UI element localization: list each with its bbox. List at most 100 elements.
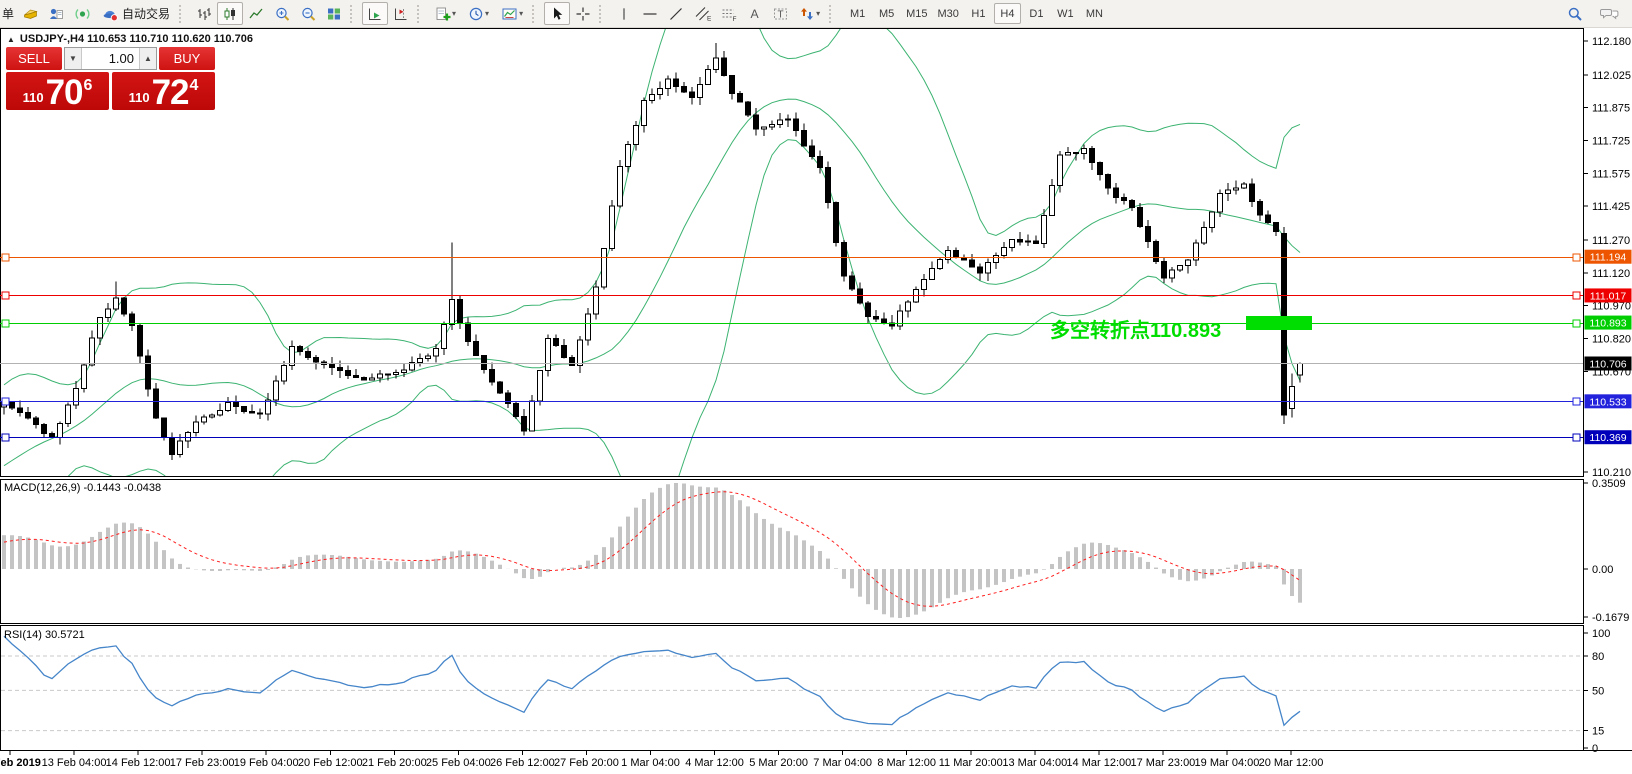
- ask-prefix: 110: [128, 90, 150, 105]
- macd-axis-tick: 0.3509: [1592, 478, 1626, 490]
- volume-control: ▼ ▲: [64, 47, 157, 70]
- zoom-out-button[interactable]: [295, 2, 321, 25]
- highlight-rect[interactable]: [1246, 316, 1312, 330]
- one-click-trading-panel: SELL ▼ ▲ BUY 110 70 6 110 72 4: [6, 47, 215, 110]
- price-label-110.893: [1584, 315, 1632, 330]
- toolbar-separator: [417, 4, 425, 23]
- periods-button[interactable]: ▾: [462, 2, 495, 25]
- channel-tool-button[interactable]: E: [689, 2, 715, 25]
- candlestick-icon: [224, 7, 236, 20]
- price-axis-tick: 111.270: [1592, 235, 1630, 247]
- price-axis-tick: 110.970: [1592, 301, 1631, 313]
- timeframe-button-M1[interactable]: M1: [844, 3, 871, 24]
- cursor-tool-button[interactable]: [544, 2, 571, 25]
- auto-scroll-icon: [369, 8, 381, 20]
- time-axis-label: 20 Mar 12:00: [1259, 757, 1324, 769]
- order-book-icon: [23, 9, 38, 19]
- tile-windows-button[interactable]: [321, 2, 347, 25]
- zoom-in-icon: [275, 7, 289, 21]
- search-icon: [1568, 7, 1582, 21]
- dropdown-caret-icon: ▾: [452, 9, 457, 18]
- bollinger-lower-band: [67, 139, 1301, 476]
- hline-anchor[interactable]: [1572, 319, 1581, 328]
- fibonacci-tool-button[interactable]: F: [715, 2, 741, 25]
- new-order-label[interactable]: 单: [2, 7, 15, 21]
- auto-scroll-button[interactable]: [362, 2, 389, 25]
- autotrading-button[interactable]: 自动交易: [95, 2, 176, 25]
- metaeditor-icon-button[interactable]: [43, 2, 69, 25]
- cursor-icon: [554, 7, 563, 20]
- trendline-tool-button[interactable]: [663, 2, 689, 25]
- arrows-tool-button[interactable]: ▾: [793, 2, 826, 25]
- volume-input[interactable]: [82, 48, 139, 69]
- order-book-icon-button[interactable]: [17, 2, 43, 25]
- hline-anchor[interactable]: [1, 319, 10, 328]
- svg-text:E: E: [707, 15, 711, 22]
- chat-button[interactable]: [1596, 2, 1622, 25]
- sell-button[interactable]: SELL: [6, 47, 62, 70]
- search-button[interactable]: [1562, 2, 1588, 25]
- time-axis-label: 4 Mar 12:00: [685, 757, 744, 769]
- zoom-in-button[interactable]: [269, 2, 295, 25]
- timeframe-button-M5[interactable]: M5: [873, 3, 900, 24]
- timeframe-button-M30[interactable]: M30: [934, 3, 963, 24]
- timeframe-button-MN[interactable]: MN: [1081, 3, 1108, 24]
- hline-anchor[interactable]: [1, 291, 10, 300]
- price-label-110.369: [1584, 430, 1632, 445]
- dropdown-caret-icon: ▾: [519, 9, 524, 18]
- hline-anchor[interactable]: [1, 433, 10, 442]
- price-label-111.017: [1584, 288, 1632, 303]
- network-signal-icon-button[interactable]: [69, 2, 95, 25]
- crosshair-tool-button[interactable]: [570, 2, 596, 25]
- chart-title-text: USDJPY-,H4 110.653 110.710 110.620 110.7…: [19, 33, 253, 45]
- line-chart-mode-button[interactable]: [243, 2, 269, 25]
- volume-increase-button[interactable]: ▲: [139, 48, 156, 69]
- svg-text:111.017: 111.017: [1590, 290, 1627, 302]
- bar-chart-mode-button[interactable]: [191, 2, 217, 25]
- timeframe-button-H1[interactable]: H1: [965, 3, 992, 24]
- ask-price-box[interactable]: 110 72 4: [112, 72, 215, 110]
- rsi-line: [3, 635, 1301, 727]
- annotation-text[interactable]: 多空转折点110.893: [1050, 318, 1221, 342]
- candles: [1, 43, 1303, 461]
- templates-button[interactable]: ▾: [495, 2, 529, 25]
- time-axis-label: 17 Mar 23:00: [1130, 757, 1195, 769]
- rsi-axis-tick: 50: [1592, 685, 1604, 697]
- svg-text:110.893: 110.893: [1589, 318, 1626, 330]
- macd-axis-tick: 0.00: [1592, 564, 1613, 576]
- macd-pane-frame: [0, 479, 1584, 624]
- buy-button[interactable]: BUY: [159, 47, 215, 70]
- timeframe-button-W1[interactable]: W1: [1052, 3, 1079, 24]
- vertical-line-icon: [623, 7, 625, 20]
- timeframe-button-H4[interactable]: H4: [993, 3, 1021, 24]
- candlestick-mode-button[interactable]: [217, 2, 244, 25]
- time-axis-label: 19 Mar 04:00: [1195, 757, 1260, 769]
- hline-anchor[interactable]: [1, 253, 10, 262]
- time-axis-label: 26 Feb 12:00: [490, 757, 555, 769]
- timeframe-button-D1[interactable]: D1: [1023, 3, 1050, 24]
- horizontal-line-icon: [643, 12, 657, 15]
- hline-anchor[interactable]: [1572, 253, 1581, 262]
- rsi-axis-tick: 100: [1592, 628, 1610, 640]
- price-axis-tick: 112.180: [1592, 36, 1631, 48]
- horizontal-line-tool-button[interactable]: [637, 2, 663, 25]
- vertical-line-tool-button[interactable]: [611, 2, 637, 25]
- bid-price-box[interactable]: 110 70 6: [6, 72, 109, 110]
- new-chart-button[interactable]: ▾: [429, 2, 462, 25]
- autotrading-label: 自动交易: [122, 7, 171, 21]
- hline-anchor[interactable]: [1, 397, 10, 406]
- chart-shift-button[interactable]: [388, 2, 414, 25]
- volume-decrease-button[interactable]: ▼: [65, 48, 82, 69]
- hline-anchor[interactable]: [1572, 433, 1581, 442]
- text-label-tool-button[interactable]: T: [767, 2, 793, 25]
- hline-anchor[interactable]: [1572, 397, 1581, 406]
- collapse-quote-panel-icon[interactable]: ▲: [7, 34, 15, 44]
- toolbar-separator: [350, 4, 358, 23]
- hline-anchor[interactable]: [1572, 291, 1581, 300]
- svg-text:110.533: 110.533: [1589, 396, 1626, 408]
- text-tool-button[interactable]: A: [741, 2, 767, 25]
- zoom-out-icon: [301, 7, 315, 21]
- timeframe-button-M15[interactable]: M15: [902, 3, 931, 24]
- time-axis-label: 5 Mar 20:00: [749, 757, 808, 769]
